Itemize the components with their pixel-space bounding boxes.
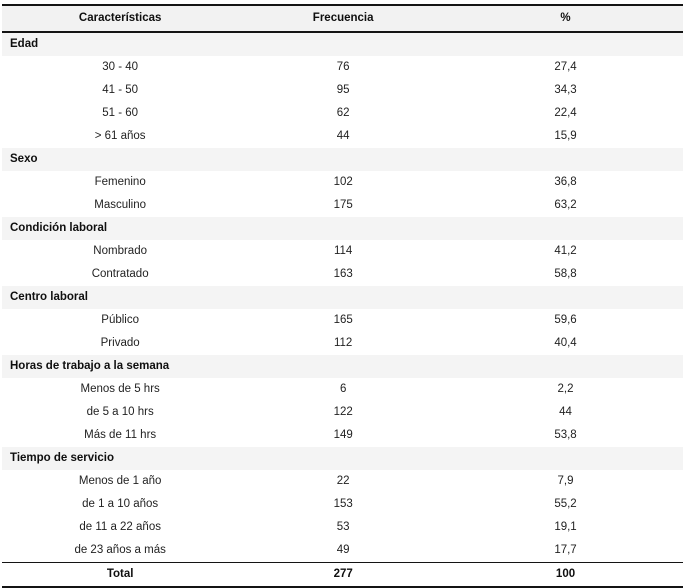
cell-percent: 63,2 (448, 194, 683, 217)
table-row: Femenino 102 36,8 (2, 171, 683, 194)
section-label: Condición laboral (2, 217, 683, 240)
cell-percent: 22,4 (448, 102, 683, 125)
column-header-percent: % (448, 5, 683, 33)
cell-frequency: 49 (238, 539, 449, 563)
cell-label: de 5 a 10 hrs (2, 401, 239, 424)
section-row: Centro laboral (2, 286, 683, 309)
table-body: Edad 30 - 40 76 27,4 41 - 50 95 34,3 51 - 60 62 2… (2, 32, 683, 587)
cell-frequency: 102 (238, 171, 449, 194)
cell-frequency: 95 (238, 79, 449, 102)
total-percent: 100 (448, 562, 683, 587)
table-row: Público 165 59,6 (2, 309, 683, 332)
table-row: de 11 a 22 años 53 19,1 (2, 516, 683, 539)
table-row: 30 - 40 76 27,4 (2, 56, 683, 79)
cell-frequency: 153 (238, 493, 449, 516)
cell-label: Nombrado (2, 240, 239, 263)
cell-label: de 1 a 10 años (2, 493, 239, 516)
table-row: 51 - 60 62 22,4 (2, 102, 683, 125)
cell-percent: 40,4 (448, 332, 683, 355)
cell-label: Contratado (2, 263, 239, 286)
cell-percent: 7,9 (448, 470, 683, 493)
cell-label: Público (2, 309, 239, 332)
cell-percent: 44 (448, 401, 683, 424)
column-header-frecuencia: Frecuencia (238, 5, 449, 33)
cell-label: Más de 11 hrs (2, 424, 239, 447)
cell-label: Menos de 1 año (2, 470, 239, 493)
table-row: Menos de 5 hrs 6 2,2 (2, 378, 683, 401)
characteristics-table: Características Frecuencia % Edad 30 - 40… (2, 4, 683, 588)
cell-percent: 19,1 (448, 516, 683, 539)
cell-percent: 58,8 (448, 263, 683, 286)
header-row: Características Frecuencia % (2, 5, 683, 33)
cell-label: 41 - 50 (2, 79, 239, 102)
column-header-caracteristicas: Características (2, 5, 239, 33)
table-header: Características Frecuencia % (2, 5, 683, 33)
table-row: de 1 a 10 años 153 55,2 (2, 493, 683, 516)
cell-label: Masculino (2, 194, 239, 217)
table-row: 41 - 50 95 34,3 (2, 79, 683, 102)
total-label: Total (2, 562, 239, 587)
section-label: Horas de trabajo a la semana (2, 355, 683, 378)
table-row: Contratado 163 58,8 (2, 263, 683, 286)
cell-frequency: 163 (238, 263, 449, 286)
table-row: Masculino 175 63,2 (2, 194, 683, 217)
section-row: Tiempo de servicio (2, 447, 683, 470)
cell-percent: 34,3 (448, 79, 683, 102)
table-row: Menos de 1 año 22 7,9 (2, 470, 683, 493)
section-label: Edad (2, 32, 683, 56)
section-label: Tiempo de servicio (2, 447, 683, 470)
section-row: Edad (2, 32, 683, 56)
cell-label: 30 - 40 (2, 56, 239, 79)
cell-frequency: 114 (238, 240, 449, 263)
cell-frequency: 112 (238, 332, 449, 355)
cell-frequency: 44 (238, 125, 449, 148)
cell-frequency: 53 (238, 516, 449, 539)
section-row: Horas de trabajo a la semana (2, 355, 683, 378)
cell-percent: 15,9 (448, 125, 683, 148)
table-row: Privado 112 40,4 (2, 332, 683, 355)
section-label: Centro laboral (2, 286, 683, 309)
cell-percent: 27,4 (448, 56, 683, 79)
table-row: de 5 a 10 hrs 122 44 (2, 401, 683, 424)
cell-percent: 55,2 (448, 493, 683, 516)
cell-percent: 41,2 (448, 240, 683, 263)
table-row: de 23 años a más 49 17,7 (2, 539, 683, 563)
cell-frequency: 165 (238, 309, 449, 332)
cell-label: Menos de 5 hrs (2, 378, 239, 401)
section-label: Sexo (2, 148, 683, 171)
cell-percent: 53,8 (448, 424, 683, 447)
cell-frequency: 6 (238, 378, 449, 401)
cell-label: > 61 años (2, 125, 239, 148)
cell-percent: 36,8 (448, 171, 683, 194)
cell-frequency: 22 (238, 470, 449, 493)
cell-percent: 59,6 (448, 309, 683, 332)
cell-percent: 2,2 (448, 378, 683, 401)
cell-frequency: 76 (238, 56, 449, 79)
cell-frequency: 175 (238, 194, 449, 217)
cell-frequency: 122 (238, 401, 449, 424)
table-row: Más de 11 hrs 149 53,8 (2, 424, 683, 447)
table-row: Nombrado 114 41,2 (2, 240, 683, 263)
total-frequency: 277 (238, 562, 449, 587)
cell-label: Femenino (2, 171, 239, 194)
cell-label: 51 - 60 (2, 102, 239, 125)
cell-frequency: 149 (238, 424, 449, 447)
cell-percent: 17,7 (448, 539, 683, 563)
cell-label: Privado (2, 332, 239, 355)
cell-label: de 23 años a más (2, 539, 239, 563)
cell-frequency: 62 (238, 102, 449, 125)
section-row: Sexo (2, 148, 683, 171)
table-row: > 61 años 44 15,9 (2, 125, 683, 148)
cell-label: de 11 a 22 años (2, 516, 239, 539)
total-row: Total 277 100 (2, 562, 683, 587)
section-row: Condición laboral (2, 217, 683, 240)
